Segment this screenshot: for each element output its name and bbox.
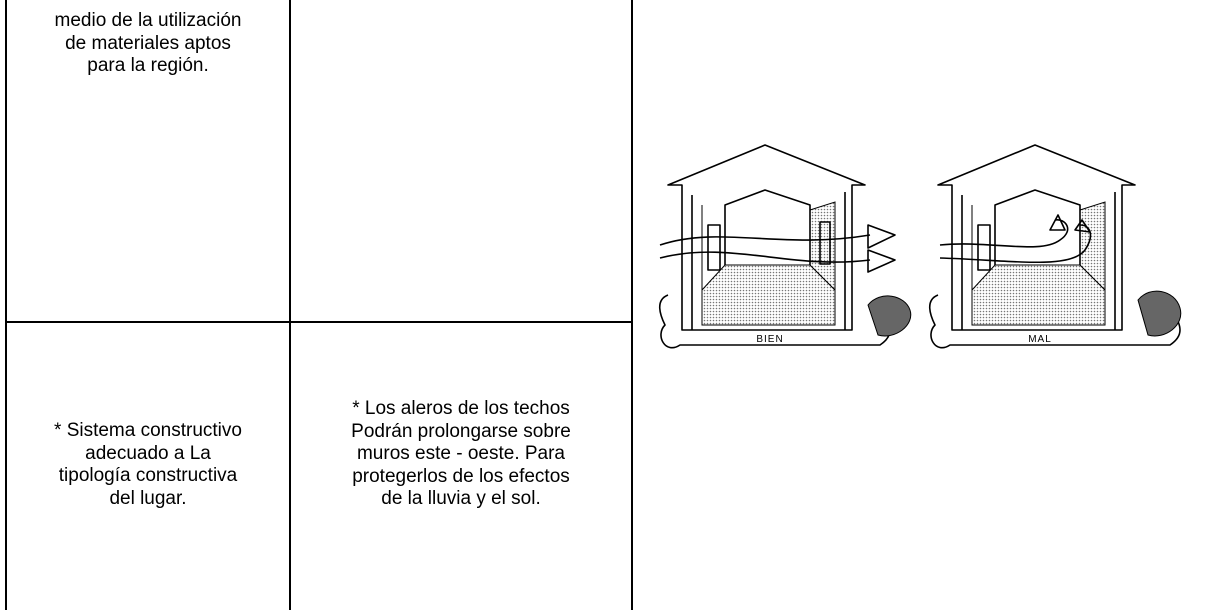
house-bad: MAL <box>928 144 1182 349</box>
ventilation-illustration: BIEN MAL <box>658 144 1182 349</box>
table-cell: * Los aleros de los techos Podrán prolon… <box>291 398 631 511</box>
cell-text: protegerlos de los efectos <box>352 465 570 487</box>
table-border <box>289 0 291 610</box>
cell-text: adecuado a La <box>85 442 211 464</box>
cell-text: Podrán prolongarse sobre <box>351 420 571 442</box>
cell-text: tipología constructiva <box>58 465 238 486</box>
cell-text: * Sistema constructivo <box>54 420 242 441</box>
cell-text: para la región. <box>87 55 209 76</box>
table-cell: * Sistema constructivo adecuado a La tip… <box>7 420 289 510</box>
figure-label: BIEN <box>756 334 783 345</box>
cell-text: de la lluvia y el sol. <box>381 488 541 509</box>
cell-text: medio de la utilización <box>54 10 242 31</box>
cell-text: muros este - oeste. Para <box>356 443 566 464</box>
figure-label: MAL <box>1028 334 1052 345</box>
house-good: BIEN <box>658 144 912 349</box>
table-border <box>631 0 633 610</box>
table-border <box>5 0 7 610</box>
table-border <box>5 321 633 323</box>
cell-text: * Los aleros de los techos <box>352 398 570 419</box>
cell-text: del lugar. <box>109 487 187 509</box>
table-cell: medio de la utilización de materiales ap… <box>7 10 289 78</box>
cell-text: de materiales aptos <box>65 32 231 54</box>
